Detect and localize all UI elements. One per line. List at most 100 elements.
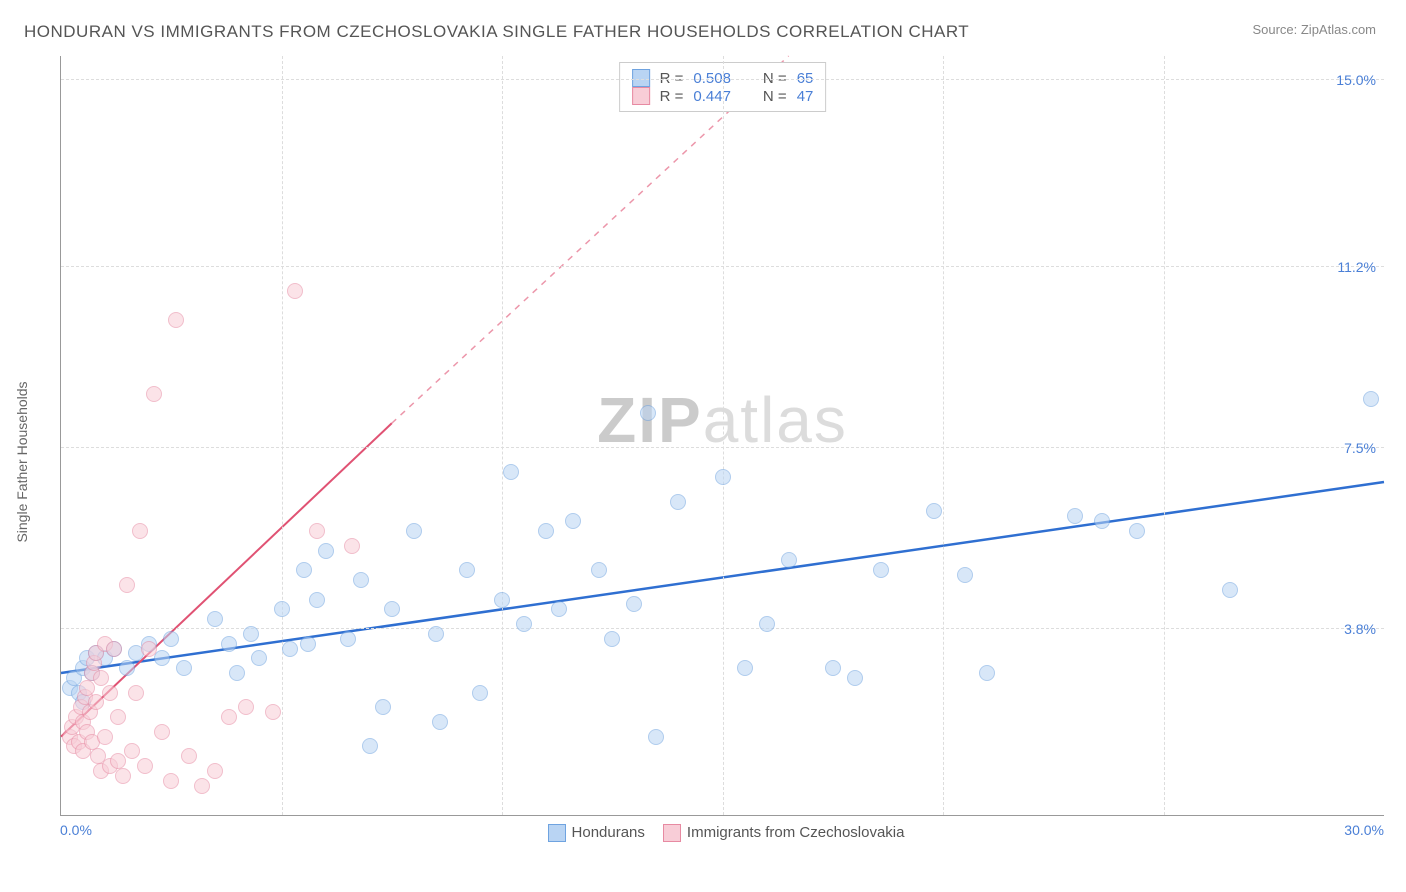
data-point bbox=[168, 312, 184, 328]
data-point bbox=[318, 543, 334, 559]
data-point bbox=[384, 601, 400, 617]
data-point bbox=[957, 567, 973, 583]
data-point bbox=[207, 611, 223, 627]
legend-swatch bbox=[632, 87, 650, 105]
data-point bbox=[1222, 582, 1238, 598]
data-point bbox=[238, 699, 254, 715]
legend-r-value: 0.508 bbox=[693, 70, 731, 87]
data-point bbox=[362, 738, 378, 754]
chart-container: Single Father Households ZIPatlas R =0.5… bbox=[50, 56, 1384, 852]
gridline-v bbox=[1164, 56, 1165, 815]
y-tick-label: 11.2% bbox=[1337, 259, 1376, 275]
data-point bbox=[282, 641, 298, 657]
data-point bbox=[604, 631, 620, 647]
data-point bbox=[194, 778, 210, 794]
data-point bbox=[296, 562, 312, 578]
data-point bbox=[119, 577, 135, 593]
y-tick-label: 15.0% bbox=[1336, 72, 1376, 88]
data-point bbox=[221, 636, 237, 652]
data-point bbox=[737, 660, 753, 676]
data-point bbox=[406, 523, 422, 539]
data-point bbox=[781, 552, 797, 568]
data-point bbox=[163, 773, 179, 789]
data-point bbox=[146, 386, 162, 402]
data-point bbox=[1363, 391, 1379, 407]
data-point bbox=[340, 631, 356, 647]
legend-swatch bbox=[663, 824, 681, 842]
data-point bbox=[538, 523, 554, 539]
data-point bbox=[626, 596, 642, 612]
legend-r-label: R = bbox=[660, 88, 684, 105]
data-point bbox=[128, 685, 144, 701]
data-point bbox=[1094, 513, 1110, 529]
data-point bbox=[154, 650, 170, 666]
data-point bbox=[221, 709, 237, 725]
data-point bbox=[428, 626, 444, 642]
data-point bbox=[132, 523, 148, 539]
legend-r-label: R = bbox=[660, 70, 684, 87]
data-point bbox=[106, 641, 122, 657]
data-point bbox=[181, 748, 197, 764]
data-point bbox=[565, 513, 581, 529]
legend-n-value: 47 bbox=[797, 88, 814, 105]
y-tick-label: 7.5% bbox=[1344, 440, 1376, 456]
chart-title: HONDURAN VS IMMIGRANTS FROM CZECHOSLOVAK… bbox=[24, 22, 969, 42]
plot-area: ZIPatlas R =0.508N =65R =0.447N =47 3.8%… bbox=[60, 56, 1384, 816]
gridline-v bbox=[282, 56, 283, 815]
data-point bbox=[759, 616, 775, 632]
data-point bbox=[648, 729, 664, 745]
data-point bbox=[243, 626, 259, 642]
data-point bbox=[229, 665, 245, 681]
data-point bbox=[472, 685, 488, 701]
data-point bbox=[873, 562, 889, 578]
data-point bbox=[309, 592, 325, 608]
data-point bbox=[274, 601, 290, 617]
data-point bbox=[163, 631, 179, 647]
data-point bbox=[251, 650, 267, 666]
data-point bbox=[591, 562, 607, 578]
legend-series: Hondurans Immigrants from Czechoslovakia bbox=[50, 824, 1384, 842]
data-point bbox=[1067, 508, 1083, 524]
data-point bbox=[93, 670, 109, 686]
data-point bbox=[119, 660, 135, 676]
data-point bbox=[353, 572, 369, 588]
source-text: Source: ZipAtlas.com bbox=[1252, 22, 1376, 37]
legend-series-label: Immigrants from Czechoslovakia bbox=[687, 824, 905, 841]
data-point bbox=[97, 729, 113, 745]
data-point bbox=[825, 660, 841, 676]
data-point bbox=[847, 670, 863, 686]
data-point bbox=[110, 709, 126, 725]
data-point bbox=[141, 641, 157, 657]
x-tick-label: 0.0% bbox=[60, 822, 92, 838]
gridline-v bbox=[502, 56, 503, 815]
data-point bbox=[516, 616, 532, 632]
legend-series-label: Hondurans bbox=[572, 824, 645, 841]
data-point bbox=[137, 758, 153, 774]
y-tick-label: 3.8% bbox=[1344, 621, 1376, 637]
legend-swatch bbox=[632, 69, 650, 87]
y-axis-label: Single Father Households bbox=[14, 381, 30, 542]
data-point bbox=[287, 283, 303, 299]
data-point bbox=[432, 714, 448, 730]
data-point bbox=[115, 768, 131, 784]
data-point bbox=[640, 405, 656, 421]
legend-swatch bbox=[548, 824, 566, 842]
legend-r-value: 0.447 bbox=[693, 88, 731, 105]
gridline-v bbox=[943, 56, 944, 815]
data-point bbox=[551, 601, 567, 617]
x-tick-label: 30.0% bbox=[1344, 822, 1384, 838]
legend-n-label: N = bbox=[763, 88, 787, 105]
data-point bbox=[154, 724, 170, 740]
legend-n-label: N = bbox=[763, 70, 787, 87]
data-point bbox=[309, 523, 325, 539]
data-point bbox=[344, 538, 360, 554]
data-point bbox=[979, 665, 995, 681]
data-point bbox=[715, 469, 731, 485]
data-point bbox=[300, 636, 316, 652]
data-point bbox=[375, 699, 391, 715]
data-point bbox=[459, 562, 475, 578]
data-point bbox=[503, 464, 519, 480]
data-point bbox=[124, 743, 140, 759]
gridline-v bbox=[723, 56, 724, 815]
data-point bbox=[102, 685, 118, 701]
